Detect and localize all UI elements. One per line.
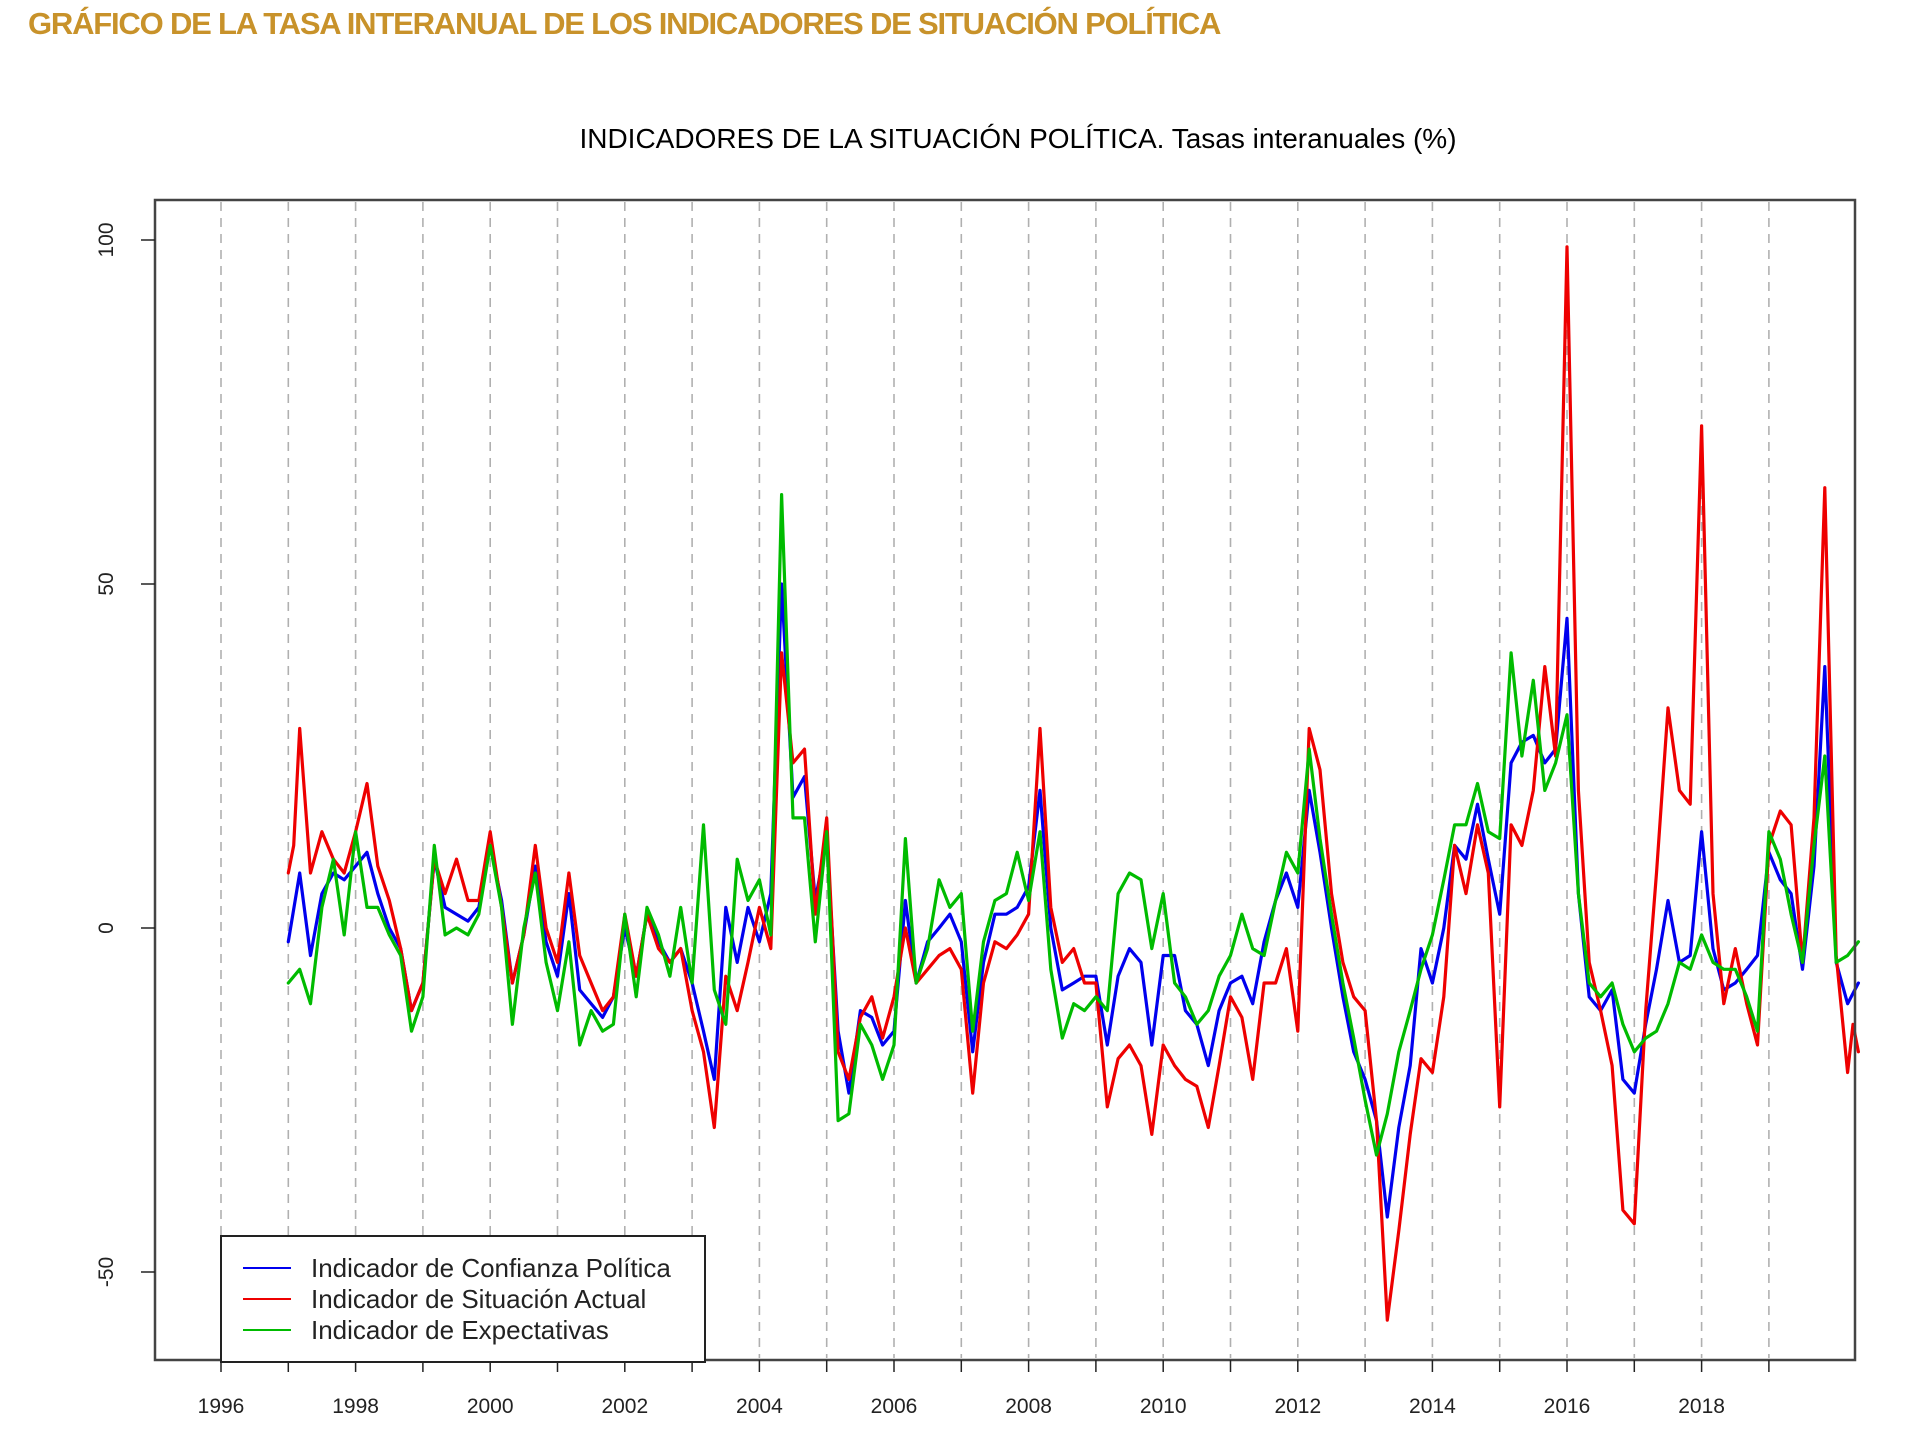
y-tick-label-0: 0 — [95, 922, 118, 934]
x-axis: 1996 1998 2000 2002 2004 2006 2008 2010 2012 2014… — [198, 1360, 1770, 1418]
x-tick-label-2004: 2004 — [736, 1395, 783, 1418]
page-heading: GRÁFICO DE LA TASA INTERANUAL DE LOS IND… — [28, 6, 1221, 41]
grid-lines — [220, 202, 1770, 1358]
legend-box — [220, 1235, 706, 1363]
x-tick-label-2016: 2016 — [1544, 1395, 1591, 1418]
y-tick-label-50: 50 — [95, 572, 118, 595]
x-tick-label-2012: 2012 — [1274, 1395, 1321, 1418]
plot-frame — [153, 198, 1857, 1362]
x-tick-label-2014: 2014 — [1409, 1395, 1456, 1418]
x-tick-label-2000: 2000 — [467, 1395, 514, 1418]
y-tick-label--50: -50 — [95, 1257, 118, 1287]
legend-label-situacion: Indicador de Situación Actual — [311, 1284, 646, 1314]
x-tick-label-2006: 2006 — [871, 1395, 918, 1418]
series-line-situacion-actual — [286, 245, 1860, 1322]
legend-label-confianza: Indicador de Confianza Política — [311, 1253, 671, 1283]
x-tick-label-1998: 1998 — [332, 1395, 379, 1418]
x-tick-label-1996: 1996 — [198, 1395, 245, 1418]
x-tick-label-2010: 2010 — [1140, 1395, 1187, 1418]
y-tick-label-100: 100 — [95, 222, 118, 257]
legend: Indicador de Confianza Política Indicado… — [220, 1235, 706, 1363]
series-lines — [286, 245, 1860, 1322]
series-line-confianza-politica — [286, 582, 1860, 1219]
y-axis: 100 50 0 -50 — [95, 222, 155, 1287]
x-tick-label-2002: 2002 — [601, 1395, 648, 1418]
series-line-expectativas — [286, 493, 1860, 1157]
x-tick-label-2018: 2018 — [1678, 1395, 1725, 1418]
chart-title: INDICADORES DE LA SITUACIÓN POLÍTICA. Ta… — [579, 123, 1456, 154]
legend-label-expectativas: Indicador de Expectativas — [311, 1315, 609, 1345]
x-tick-label-2008: 2008 — [1005, 1395, 1052, 1418]
